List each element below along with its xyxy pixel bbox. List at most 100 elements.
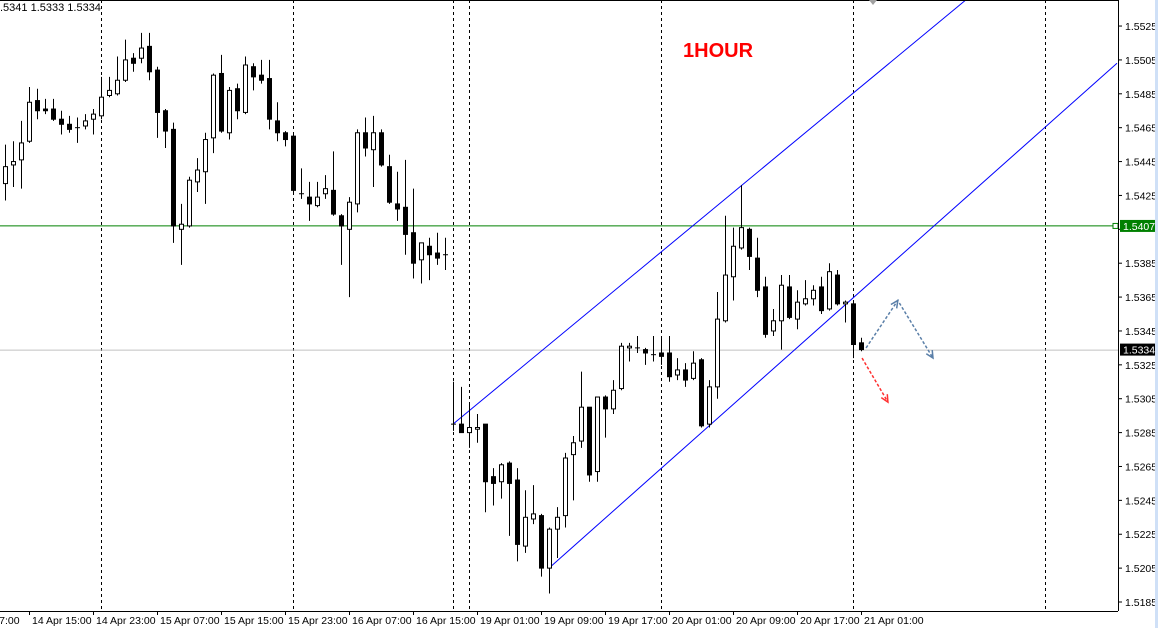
- channel-line: [452, 0, 966, 425]
- candle: [131, 53, 136, 72]
- candle: [851, 302, 856, 359]
- candle-body: [355, 132, 360, 205]
- candle: [147, 32, 152, 81]
- candle-body: [563, 457, 568, 517]
- level-price-box: [1120, 219, 1155, 232]
- time-tick-label: 20 Apr 09:00: [736, 615, 796, 627]
- object-marker-icon[interactable]: [869, 0, 877, 5]
- time-tick-label: 20 Apr 17:00: [800, 615, 860, 627]
- candle: [731, 227, 736, 301]
- candle-body: [83, 120, 88, 127]
- candle-body: [115, 79, 120, 95]
- candle: [475, 413, 480, 443]
- candle-body: [835, 274, 840, 305]
- candle-body: [3, 166, 8, 185]
- candle-body: [587, 406, 592, 476]
- candle: [659, 336, 664, 365]
- candle-body: [435, 252, 440, 259]
- candle: [227, 87, 232, 140]
- candle-body: [723, 274, 728, 322]
- candle-body: [163, 110, 168, 132]
- candle-body: [123, 59, 128, 81]
- price-labels: 1.5185 1.5205 1.5225 1.5245 1.5265 1.5285 1.53…: [0, 21, 1157, 627]
- price-tick-label: 1.5305: [1125, 394, 1157, 406]
- candle: [187, 176, 192, 228]
- time-tick-label: 19 Apr 17:00: [608, 615, 668, 627]
- candle: [179, 203, 184, 265]
- candle: [219, 54, 224, 133]
- time-tick-label: 19 Apr 09:00: [544, 615, 604, 627]
- price-tick-label: 1.5245: [1125, 495, 1157, 507]
- candle: [339, 214, 344, 265]
- candle-body: [763, 286, 768, 335]
- candle-body: [643, 349, 648, 354]
- candle-body: [483, 423, 488, 483]
- candle-body: [363, 132, 368, 149]
- candle-body: [187, 179, 192, 227]
- time-tick-label: 14 Apr 07:00: [0, 615, 20, 627]
- candle: [283, 131, 288, 147]
- candle-body: [531, 513, 536, 520]
- candle: [787, 275, 792, 320]
- candle-body: [315, 196, 320, 207]
- arrowhead-icon: [880, 394, 889, 404]
- candle: [123, 39, 128, 82]
- candle: [683, 363, 688, 387]
- candle-body: [243, 64, 248, 113]
- candle: [547, 527, 552, 594]
- candle-body: [523, 516, 528, 547]
- candle-body: [611, 389, 616, 410]
- candle: [435, 232, 440, 265]
- candle-body: [395, 203, 400, 210]
- candle-body: [11, 161, 16, 166]
- candle: [611, 380, 616, 414]
- candle: [443, 237, 448, 270]
- candle-body: [371, 132, 376, 151]
- candle-body: [491, 476, 496, 484]
- candle-body: [579, 406, 584, 442]
- candle-body: [291, 135, 296, 191]
- candle-body: [731, 245, 736, 278]
- candle-body: [179, 223, 184, 230]
- candle: [627, 342, 632, 362]
- candle-body: [19, 142, 24, 161]
- candle: [643, 347, 648, 365]
- candle: [395, 171, 400, 221]
- candle-body: [91, 113, 96, 120]
- candle-body: [595, 396, 600, 473]
- candle-body: [691, 362, 696, 379]
- candle-body: [603, 396, 608, 410]
- candle: [763, 276, 768, 338]
- candle-body: [827, 271, 832, 310]
- ohlc-readout: .5341 1.5333 1.5334: [0, 2, 101, 14]
- candle-body: [787, 286, 792, 318]
- candle: [203, 132, 208, 204]
- candle-body: [43, 108, 48, 112]
- candle-body: [195, 169, 200, 183]
- candle: [75, 117, 80, 143]
- candle-body: [331, 189, 336, 215]
- candle: [459, 386, 464, 434]
- candle: [739, 185, 744, 250]
- candle-body: [795, 301, 800, 320]
- price-tick-label: 1.5425: [1125, 190, 1157, 202]
- candle: [667, 336, 672, 382]
- candle-body: [851, 303, 856, 346]
- candle-body: [27, 101, 32, 142]
- candle-body: [171, 128, 176, 227]
- candle: [99, 76, 104, 120]
- candle: [531, 485, 536, 525]
- candle-body: [539, 515, 544, 569]
- candle-body: [683, 369, 688, 381]
- time-tick-label: 15 Apr 07:00: [160, 615, 220, 627]
- candle-body: [411, 232, 416, 264]
- time-tick-label: 21 Apr 01:00: [864, 615, 924, 627]
- candle-body: [251, 66, 256, 78]
- window-edge: [1155, 0, 1158, 628]
- candle: [163, 109, 168, 149]
- candle: [139, 32, 144, 64]
- level-price-label: 1.5407: [1123, 221, 1155, 233]
- candle: [419, 242, 424, 284]
- candle: [155, 66, 160, 138]
